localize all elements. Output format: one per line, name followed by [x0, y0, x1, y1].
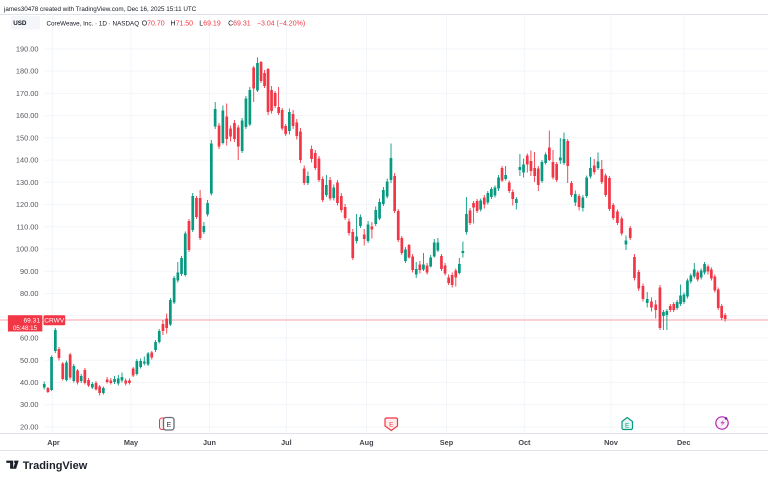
svg-text:Dec: Dec — [677, 438, 690, 447]
svg-text:Aug: Aug — [359, 438, 373, 447]
svg-text:180.00: 180.00 — [16, 67, 39, 76]
svg-text:james30478 created with Tradin: james30478 created with TradingView.com,… — [3, 6, 197, 13]
svg-text:−3.04 (−4.20%): −3.04 (−4.20%) — [257, 20, 305, 27]
svg-text:40.00: 40.00 — [20, 378, 39, 387]
svg-text:140.00: 140.00 — [16, 156, 39, 165]
svg-text:30.00: 30.00 — [20, 400, 39, 409]
svg-text:170.00: 170.00 — [16, 89, 39, 98]
svg-text:C69.31: C69.31 — [228, 20, 251, 27]
svg-text:Oct: Oct — [518, 438, 531, 447]
svg-text:E: E — [166, 422, 171, 429]
svg-text:20.00: 20.00 — [20, 423, 39, 432]
svg-text:120.00: 120.00 — [16, 200, 39, 209]
svg-text:CoreWeave, Inc. · 1D · NASDAQ: CoreWeave, Inc. · 1D · NASDAQ — [47, 20, 140, 27]
svg-text:May: May — [124, 438, 139, 447]
svg-text:O70.70: O70.70 — [142, 20, 165, 27]
svg-text:69.31: 69.31 — [23, 318, 40, 325]
svg-text:Apr: Apr — [47, 438, 60, 447]
svg-text:E: E — [625, 423, 630, 430]
svg-text:80.00: 80.00 — [20, 289, 39, 298]
svg-text:Jul: Jul — [281, 438, 292, 447]
svg-text:CRWV: CRWV — [44, 318, 65, 325]
svg-text:100.00: 100.00 — [16, 245, 39, 254]
svg-text:130.00: 130.00 — [16, 178, 39, 187]
svg-text:90.00: 90.00 — [20, 267, 39, 276]
svg-text:160.00: 160.00 — [16, 111, 39, 120]
svg-text:H71.50: H71.50 — [171, 20, 194, 27]
svg-text:150.00: 150.00 — [16, 133, 39, 142]
svg-text:05:48:15: 05:48:15 — [13, 325, 38, 332]
svg-text:L69.19: L69.19 — [199, 20, 221, 27]
svg-text:Sep: Sep — [440, 438, 454, 447]
svg-text:60.00: 60.00 — [20, 334, 39, 343]
svg-text:Nov: Nov — [604, 438, 619, 447]
svg-text:USD: USD — [13, 20, 27, 27]
svg-text:Jun: Jun — [203, 438, 216, 447]
svg-text:190.00: 190.00 — [16, 45, 39, 54]
svg-text:E: E — [389, 421, 394, 428]
svg-text:TradingView: TradingView — [23, 460, 88, 472]
svg-text:50.00: 50.00 — [20, 356, 39, 365]
svg-text:110.00: 110.00 — [16, 222, 38, 231]
